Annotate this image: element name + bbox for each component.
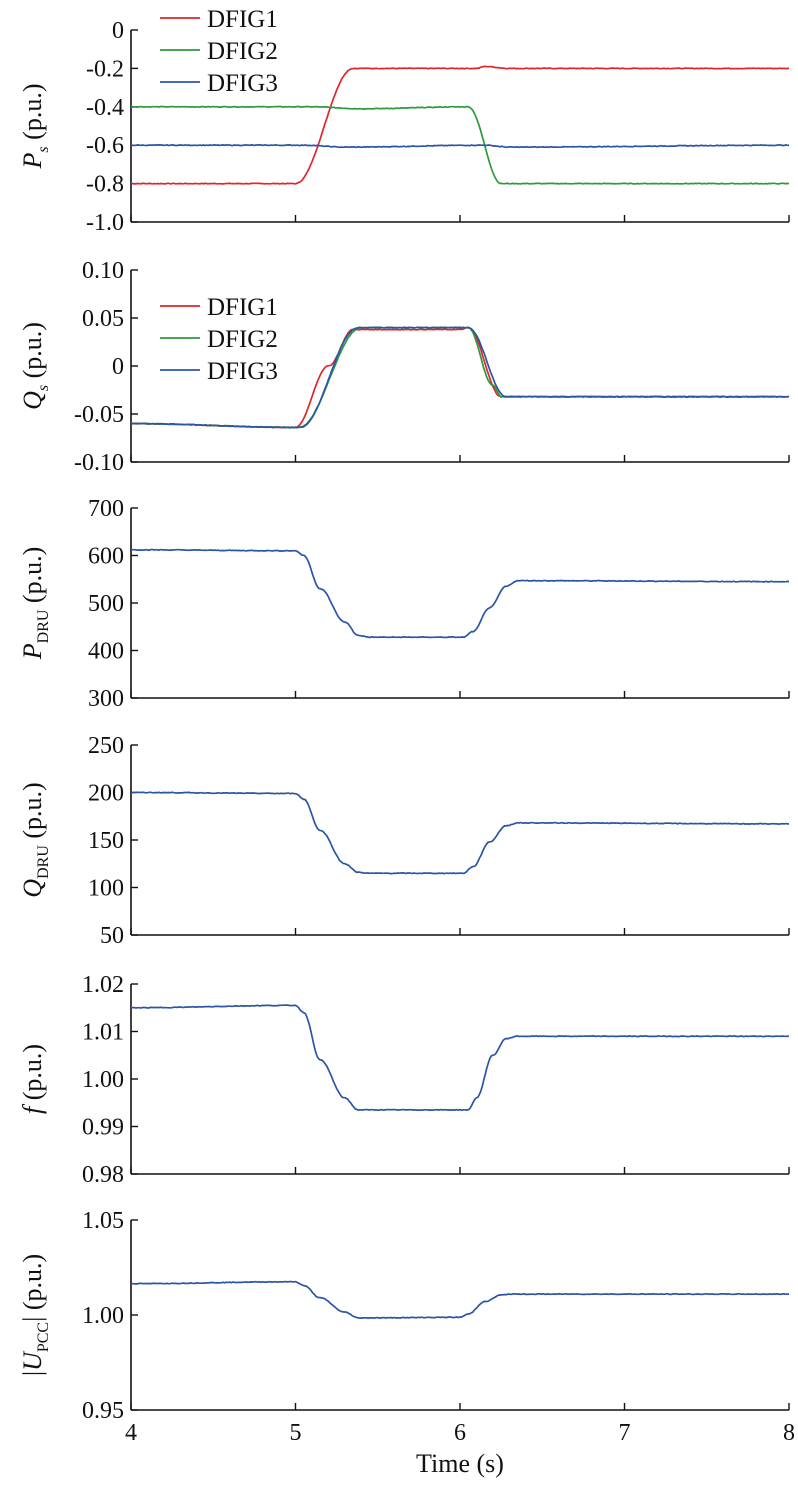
y-tick-label: -0.2 xyxy=(86,56,124,82)
legend-label: DFIG1 xyxy=(207,6,278,33)
series-line-dfig1 xyxy=(131,65,789,185)
legend-label: DFIG2 xyxy=(207,38,278,65)
series-line-panel6 xyxy=(131,1280,789,1320)
y-tick-label: 150 xyxy=(88,828,124,854)
y-axis-label: PDRU (p.u.) xyxy=(18,547,52,661)
y-tick-label: 200 xyxy=(88,781,124,807)
x-axis-label: Time (s) xyxy=(416,1449,504,1478)
y-axis-label: f (p.u.) xyxy=(18,1044,47,1114)
y-tick-label: 1.02 xyxy=(82,972,124,998)
y-tick-label: 0.05 xyxy=(82,306,124,332)
y-tick-label: -0.05 xyxy=(74,402,124,428)
series-line-panel3 xyxy=(131,548,789,639)
x-tick-label: 5 xyxy=(290,1420,302,1446)
y-tick-label: 50 xyxy=(100,923,124,949)
y-axis-label: |UPCC| (p.u.) xyxy=(18,1254,52,1376)
x-tick-label: 6 xyxy=(454,1420,466,1446)
y-tick-label: 0.99 xyxy=(82,1115,124,1141)
legend: DFIG1 DFIG2 DFIG3 xyxy=(160,6,278,97)
legend-label: DFIG3 xyxy=(207,358,278,385)
y-tick-label: 250 xyxy=(88,733,124,759)
legend-label: DFIG1 xyxy=(207,294,278,321)
y-tick-label: 300 xyxy=(88,686,124,712)
y-tick-label: -0.6 xyxy=(86,133,124,159)
y-tick-label: -1.0 xyxy=(86,210,124,236)
series-line-dfig3 xyxy=(131,143,789,149)
panel-5: 0.98 0.99 1.00 1.01 1.02 f (p.u.) xyxy=(18,972,790,1188)
series-line-dfig3 xyxy=(131,326,789,429)
y-tick-label: 1.00 xyxy=(82,1303,124,1329)
y-tick-label: 1.00 xyxy=(82,1067,124,1093)
x-tick-label: 8 xyxy=(783,1420,795,1446)
y-axis-label: Ps (p.u.) xyxy=(18,84,52,170)
y-tick-label: -0.4 xyxy=(86,95,124,121)
series-line-panel5 xyxy=(131,1004,789,1112)
y-tick-label: 0.10 xyxy=(82,258,124,284)
legend: DFIG1 DFIG2 DFIG3 xyxy=(160,294,278,385)
x-tick-label: 4 xyxy=(125,1420,137,1446)
y-tick-label: -0.8 xyxy=(86,172,124,198)
y-tick-label: 0 xyxy=(112,18,124,44)
series-line-dfig2 xyxy=(131,105,789,185)
y-tick-label: 400 xyxy=(88,639,124,665)
series-line-panel4 xyxy=(131,791,789,875)
y-tick-label: 500 xyxy=(88,591,124,617)
y-axis-label: QDRU (p.u.) xyxy=(18,782,52,897)
y-tick-label: 1.01 xyxy=(82,1020,124,1046)
y-tick-label: 1.05 xyxy=(82,1208,124,1234)
y-axis-label: Qs (p.u.) xyxy=(18,322,52,410)
y-tick-label: 0.98 xyxy=(82,1162,124,1188)
y-tick-label: 700 xyxy=(88,496,124,522)
y-tick-label: 0.95 xyxy=(82,1398,124,1424)
y-tick-label: 600 xyxy=(88,544,124,570)
panel-3: 300 400 500 600 700 PDRU (p.u.) xyxy=(18,496,790,712)
panel-4: 50 100 150 200 250 QDRU (p.u.) xyxy=(18,733,790,949)
y-tick-label: 100 xyxy=(88,876,124,902)
legend-label: DFIG2 xyxy=(207,326,278,353)
legend-label: DFIG3 xyxy=(207,70,278,97)
y-tick-label: 0 xyxy=(112,354,124,380)
x-tick-label: 7 xyxy=(619,1420,631,1446)
panel-1: -1.0 -0.8 -0.6 -0.4 -0.2 0 Ps (p.u.) DFIG1 DFIG2… xyxy=(18,6,790,236)
y-tick-label: -0.10 xyxy=(74,450,124,476)
panel-6: 0.95 1.00 1.05 4 5 6 7 8 Time (s) |UPCC| (p.u.) xyxy=(18,1208,795,1478)
